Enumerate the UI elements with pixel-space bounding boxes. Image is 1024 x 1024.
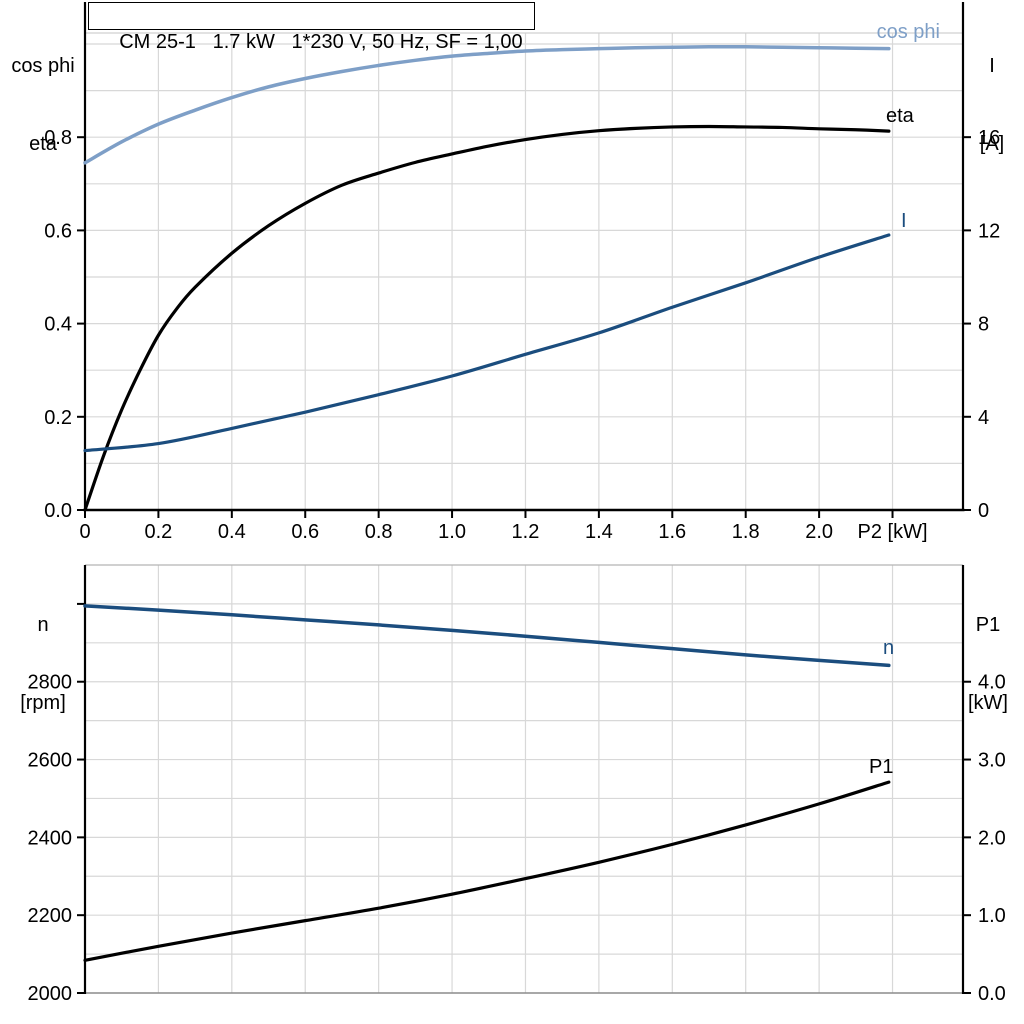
chart-title-box: CM 25-1 1.7 kW 1*230 V, 50 Hz, SF = 1,00	[88, 2, 535, 53]
y-right-tick-label: 16	[978, 127, 1000, 149]
x-tick-label: 1.0	[438, 521, 466, 543]
y-left-tick-label: 2000	[28, 983, 73, 1005]
axis-title-speed-unit: [rpm]	[20, 692, 66, 714]
axis-title-cos-phi: cos phi	[11, 55, 75, 77]
y-right-tick-label: 3.0	[978, 750, 1006, 772]
curve-p1	[83, 780, 891, 962]
y-left-tick-label: 0.6	[44, 220, 72, 242]
axis-title-speed: n	[37, 614, 49, 636]
curve-label-cos-phi: cos phi	[876, 21, 940, 43]
x-tick-label: 0	[79, 521, 90, 543]
x-tick-label: 1.6	[658, 521, 686, 543]
axis-title-eta: eta	[29, 133, 57, 155]
x-tick-label: 0.4	[218, 521, 246, 543]
top-right-axis-title: I [A]	[964, 1, 1020, 209]
y-left-tick-label: 0.8	[44, 127, 72, 149]
bottom-left-axis-title: n [rpm]	[4, 560, 82, 768]
y-left-tick-label: 2200	[28, 905, 73, 927]
curve-i	[83, 233, 891, 453]
curve-label-speed: n	[883, 637, 895, 659]
curve-cos-phi	[83, 44, 891, 165]
chart-title: CM 25-1 1.7 kW 1*230 V, 50 Hz, SF = 1,00	[119, 31, 523, 53]
y-right-tick-label: 12	[978, 220, 1000, 242]
y-right-tick-label: 8	[978, 314, 989, 336]
x-tick-label: 1.2	[512, 521, 540, 543]
y-right-tick-label: 2.0	[978, 827, 1006, 849]
x-tick-label: 1.4	[585, 521, 613, 543]
curve-label-eta: eta	[886, 105, 914, 127]
x-tick-label: 1.8	[732, 521, 760, 543]
y-left-tick-label: 0.2	[44, 407, 72, 429]
curve-label-p1: P1	[869, 756, 894, 778]
bottom-right-axis-title: P1 [kW]	[956, 560, 1020, 768]
x-tick-label: 0.6	[291, 521, 319, 543]
y-right-tick-label: 4	[978, 407, 989, 429]
y-right-tick-label: 0.0	[978, 983, 1006, 1005]
y-left-tick-label: 2800	[28, 672, 73, 694]
y-left-tick-label: 0.0	[44, 500, 72, 522]
x-tick-label: 0.8	[365, 521, 393, 543]
top-left-axis-title: cos phi eta	[2, 1, 84, 209]
y-left-tick-label: 0.4	[44, 314, 72, 336]
curve-label-current: I	[901, 210, 907, 232]
x-tick-label: P2 [kW]	[858, 521, 928, 543]
y-right-tick-label: 1.0	[978, 905, 1006, 927]
axis-title-current: I	[989, 55, 995, 77]
y-right-tick-label: 0	[978, 500, 989, 522]
axis-title-p1: P1	[975, 614, 1001, 636]
axis-title-p1-unit: [kW]	[968, 692, 1008, 714]
curve-eta	[83, 124, 891, 512]
x-tick-label: 2.0	[805, 521, 833, 543]
axis-title-current-unit: [A]	[979, 133, 1005, 155]
x-tick-label: 0.2	[145, 521, 173, 543]
y-left-tick-label: 2400	[28, 827, 73, 849]
curve-n	[83, 604, 891, 668]
y-left-tick-label: 2600	[28, 750, 73, 772]
y-right-tick-label: 4.0	[978, 672, 1006, 694]
